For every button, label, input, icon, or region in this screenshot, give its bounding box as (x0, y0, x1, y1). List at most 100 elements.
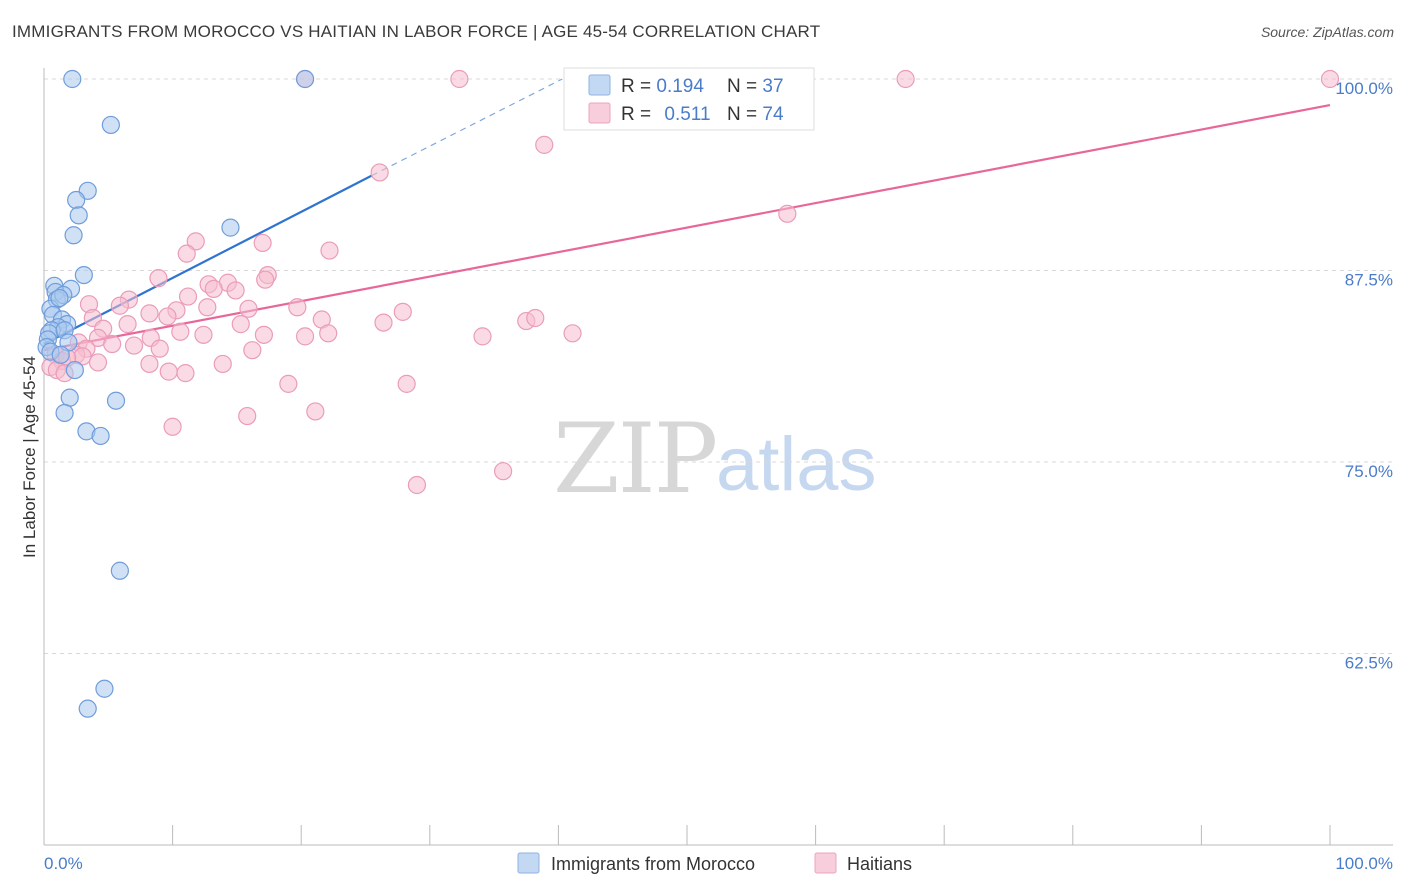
haitians-point (204, 279, 223, 298)
haitians-point (177, 244, 196, 263)
series-legend-swatch-morocco (517, 852, 540, 874)
morocco-point (91, 426, 110, 446)
legend-n-value-haitians: 74 (762, 104, 784, 125)
legend-swatch-morocco (588, 74, 611, 96)
haitians-point (407, 475, 427, 495)
morocco-point (51, 345, 70, 364)
haitians-point (171, 322, 190, 341)
haitians-point (494, 462, 513, 481)
morocco-point (60, 388, 79, 407)
series-legend-label-morocco: Immigrants from Morocco (551, 854, 755, 874)
haitians-point (149, 269, 168, 288)
legend-swatch-haitians (588, 102, 611, 124)
morocco-point (78, 699, 97, 718)
morocco-point (74, 265, 93, 285)
haitians-point (186, 232, 205, 251)
haitians-point (176, 364, 195, 383)
gridlines (44, 78, 1393, 654)
y-tick-labels: 62.5% 75.0% 87.5% 100.0% (1335, 79, 1393, 673)
morocco-point (106, 391, 126, 410)
morocco-point (221, 218, 240, 237)
haitians-point (288, 298, 307, 317)
correlation-legend: R = 0.194 N = 37 R = 0.511 N = 74 (563, 67, 815, 131)
haitians-point (140, 304, 159, 323)
haitians-point (393, 302, 412, 321)
watermark-zip: ZIP (553, 403, 716, 515)
haitians-point (256, 270, 275, 289)
haitians-point (103, 334, 122, 354)
morocco-point (69, 206, 88, 225)
y-tick-label: 62.5% (1345, 654, 1393, 673)
legend-row-haitians: R = 0.511 (621, 104, 711, 125)
haitians-point (118, 315, 137, 334)
haitians-point (370, 163, 389, 182)
haitians-point (226, 281, 245, 300)
morocco-point (101, 115, 120, 135)
series-legend: Immigrants from Morocco Haitians (517, 852, 912, 874)
haitians-point (563, 324, 582, 343)
haitians-point (239, 299, 258, 318)
x-tick-label-min: 0.0% (44, 854, 83, 873)
haitians-point (159, 362, 178, 381)
haitians-point (124, 336, 144, 355)
haitians-point (320, 241, 339, 260)
y-axis-title: In Labor Force | Age 45-54 (20, 356, 39, 558)
haitians-point (1320, 69, 1340, 89)
haitians-trend-line (43, 103, 1331, 352)
haitians-point (295, 327, 315, 346)
y-tick-label: 87.5% (1345, 271, 1393, 290)
haitians-point (243, 341, 262, 360)
legend-row-morocco: R = 0.194 (621, 76, 704, 97)
morocco-point (67, 190, 86, 210)
morocco-point (64, 226, 83, 245)
morocco-point (95, 679, 114, 698)
axes (43, 68, 1393, 846)
legend-r-label-morocco: R = (621, 76, 656, 97)
y-tick-label: 75.0% (1345, 462, 1393, 481)
legend-n-row-haitians: N = 74 (727, 104, 784, 125)
chart-title: IMMIGRANTS FROM MOROCCO VS HAITIAN IN LA… (12, 22, 821, 41)
legend-n-label-morocco: N = (727, 76, 762, 97)
morocco-point (295, 69, 315, 89)
morocco-trend-extension (371, 78, 563, 177)
series-legend-swatch-haitians (814, 852, 837, 874)
haitians-point (535, 135, 554, 154)
haitians-point (231, 315, 250, 334)
haitians-point (163, 417, 182, 436)
haitians-point (140, 354, 159, 374)
haitians-point (306, 402, 325, 421)
haitians-point (88, 353, 108, 372)
haitians-point (450, 69, 469, 89)
watermark: ZIP atlas (553, 403, 877, 515)
haitians-point (473, 327, 492, 346)
haitians-point (158, 307, 177, 326)
legend-r-label-haitians: R = (621, 104, 656, 125)
legend-n-label-haitians: N = (727, 104, 762, 125)
haitians-point (526, 308, 545, 328)
haitians-point (213, 354, 232, 374)
legend-r-value-haitians: 0.511 (664, 104, 710, 125)
watermark-atlas: atlas (716, 422, 877, 507)
legend-n-row-morocco: N = 37 (727, 76, 784, 97)
haitians-point (253, 233, 272, 253)
morocco-point (50, 288, 69, 308)
haitians-point (254, 325, 274, 344)
legend-n-value-morocco: 37 (762, 76, 783, 97)
haitians-point (778, 204, 797, 223)
haitians-point (397, 374, 416, 393)
haitians-point (150, 339, 169, 358)
morocco-point (63, 69, 82, 89)
haitians-point (178, 287, 198, 306)
haitians-point (319, 324, 338, 343)
morocco-point (110, 561, 129, 580)
legend-r-value-morocco: 0.194 (656, 76, 704, 97)
haitians-point (279, 374, 298, 393)
haitians-point (896, 69, 915, 89)
source-credit: Source: ZipAtlas.com (1260, 24, 1394, 40)
series-legend-label-haitians: Haitians (847, 854, 912, 874)
morocco-point (65, 360, 84, 380)
morocco-point (55, 403, 74, 423)
haitians-point (194, 325, 213, 344)
haitians-point (238, 406, 257, 426)
